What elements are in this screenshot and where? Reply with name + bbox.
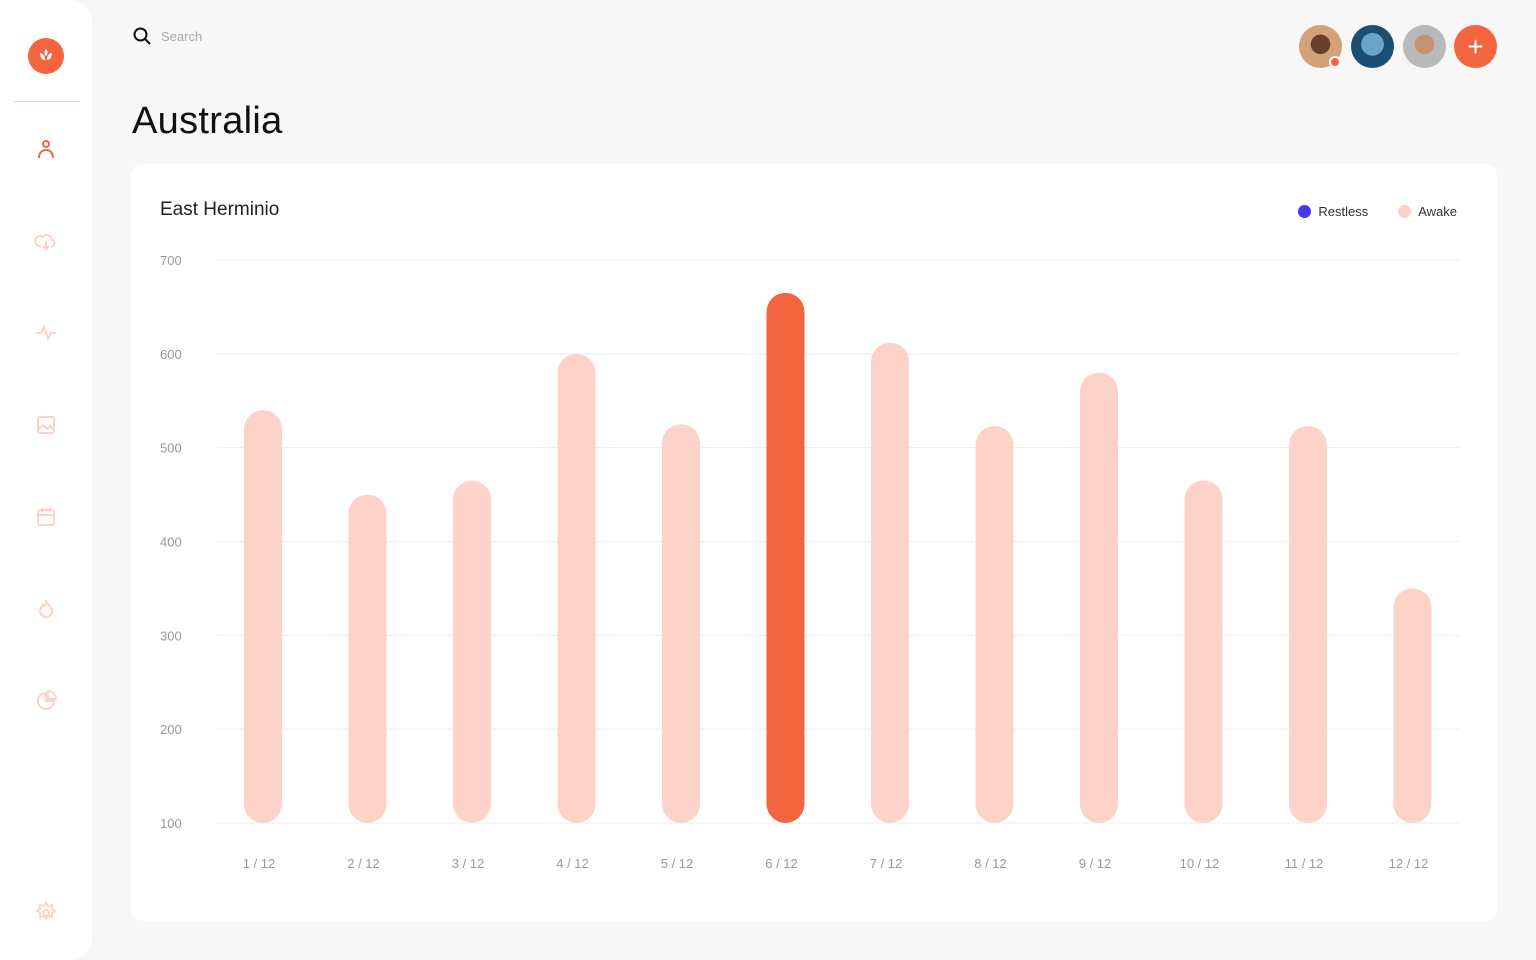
search-input[interactable]: Search [161, 28, 203, 44]
avatar[interactable] [1403, 25, 1446, 68]
x-tick-label: 12 / 12 [1389, 856, 1429, 871]
profile-icon[interactable] [34, 137, 58, 161]
bar[interactable] [557, 353, 596, 823]
pie-chart-icon[interactable] [34, 689, 58, 713]
cloud-download-icon[interactable] [34, 229, 58, 253]
bar[interactable] [1393, 588, 1432, 823]
bar[interactable] [453, 480, 491, 823]
x-tick-label: 8 / 12 [974, 856, 1007, 871]
x-tick-label: 5 / 12 [661, 856, 694, 871]
x-tick-label: 7 / 12 [870, 856, 903, 871]
x-tick-label: 4 / 12 [556, 856, 589, 871]
add-button[interactable]: + [1454, 25, 1497, 68]
bar[interactable] [244, 410, 282, 823]
logo-icon[interactable] [28, 38, 64, 74]
y-tick-label: 100 [160, 816, 182, 831]
calendar-icon[interactable] [34, 505, 58, 529]
sidebar [0, 0, 92, 960]
activity-icon[interactable] [34, 321, 58, 345]
y-tick-label: 600 [160, 347, 182, 362]
settings-icon[interactable] [34, 901, 58, 925]
search-bar[interactable]: Search [132, 26, 202, 46]
bar[interactable] [975, 426, 1014, 823]
y-tick-label: 500 [160, 441, 182, 456]
chart-title: East Herminio [160, 199, 280, 220]
search-icon [133, 27, 151, 45]
bar[interactable] [871, 342, 909, 823]
bar[interactable] [1080, 372, 1118, 823]
x-tick-label: 9 / 12 [1079, 856, 1112, 871]
x-tick-label: 3 / 12 [452, 856, 485, 871]
status-badge [1329, 56, 1341, 68]
y-tick-label: 300 [160, 628, 182, 643]
y-tick-label: 700 [160, 253, 182, 268]
x-tick-label: 11 / 12 [1285, 856, 1324, 871]
bar[interactable] [1289, 426, 1327, 823]
legend-item-awake: Awake [1398, 204, 1457, 219]
bar-chart: 700 600 500 400 300 200 100 1 / 12 2 / 12 3 / 12 4… [160, 253, 1459, 871]
legend-item-restless: Restless [1298, 204, 1368, 219]
y-tick-label: 200 [160, 722, 182, 737]
bar[interactable] [1184, 480, 1223, 823]
image-icon[interactable] [34, 413, 58, 437]
divider [13, 101, 80, 102]
x-tick-label: 1 / 12 [243, 856, 276, 871]
y-tick-label: 400 [160, 535, 182, 550]
fire-icon[interactable] [34, 597, 58, 621]
x-tick-label: 2 / 12 [347, 856, 380, 871]
avatar[interactable] [1351, 25, 1394, 68]
legend: Restless Awake [1298, 204, 1457, 219]
chart-card: 700 600 500 400 300 200 100 1 / 12 2 / 12 3 / 12 4… [131, 164, 1497, 921]
bar[interactable] [766, 292, 805, 823]
bar[interactable] [662, 424, 700, 823]
page-title: Australia [132, 100, 283, 142]
bar[interactable] [348, 494, 387, 823]
x-tick-label: 10 / 12 [1180, 856, 1220, 871]
x-tick-label: 6 / 12 [765, 856, 798, 871]
